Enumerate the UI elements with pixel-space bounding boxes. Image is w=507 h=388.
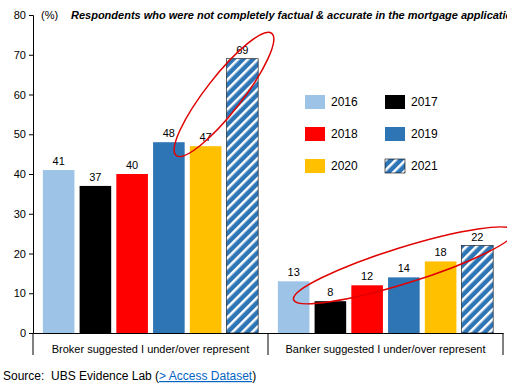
y-tick: 10 (14, 287, 33, 299)
legend-label: 2016 (331, 95, 358, 109)
source-text: ) (252, 369, 256, 383)
legend-item: 2021 (385, 159, 438, 173)
legend: 2016 2017 2018 2019 2020 2021 (305, 95, 438, 173)
legend-swatch (305, 95, 325, 109)
y-tick-mark (29, 134, 33, 135)
legend-item: 2016 (305, 95, 358, 109)
legend-swatch (385, 95, 405, 109)
plot: 4113378401248144718692201020304050607080… (14, 9, 507, 355)
y-tick-label: 80 (14, 9, 26, 21)
source: Source: UBS Evidence Lab (> Access Datas… (3, 369, 256, 383)
y-tick: 40 (14, 168, 33, 180)
y-tick-label: 60 (14, 89, 26, 101)
y-tick-mark (29, 55, 33, 56)
y-tick-label: 10 (14, 287, 26, 299)
y-tick: 70 (14, 49, 33, 61)
bar (190, 146, 222, 333)
data-label: 41 (53, 155, 65, 167)
legend-swatch (305, 159, 325, 173)
bar (153, 142, 185, 333)
legend-label: 2018 (331, 127, 358, 141)
data-label: 18 (434, 246, 446, 258)
y-axis-line (29, 16, 34, 334)
x-tick: Banker suggested I under/over represent (286, 343, 486, 355)
source-text: Source: UBS Evidence Lab ( (3, 369, 159, 383)
y-tick: 60 (14, 89, 33, 101)
group-separator (33, 333, 34, 355)
y-tick-label: 70 (14, 49, 26, 61)
y-axis-title: (%) (41, 9, 58, 21)
y-tick-label: 30 (14, 208, 26, 220)
legend-label: 2019 (411, 127, 438, 141)
data-label: 12 (361, 270, 373, 282)
data-label: 40 (126, 159, 138, 171)
legend-label: 2020 (331, 159, 358, 173)
y-tick-mark (29, 333, 33, 334)
data-label: 37 (89, 171, 101, 183)
data-label: 8 (327, 286, 333, 298)
annotations (162, 22, 507, 317)
data-label: 69 (236, 44, 248, 56)
bars (43, 59, 493, 333)
y-tick-label: 20 (14, 248, 26, 260)
data-labels: 41133784012481447186922 (53, 44, 484, 298)
y-tick-mark (29, 214, 33, 215)
legend-item: 2020 (305, 159, 358, 173)
legend-swatch (385, 127, 405, 141)
legend-item: 2018 (305, 127, 358, 141)
legend-label: 2017 (411, 95, 438, 109)
y-tick-mark (29, 254, 33, 255)
legend-swatch (305, 127, 325, 141)
y-tick-mark (29, 293, 33, 294)
source-link[interactable]: > Access Dataset (159, 369, 253, 383)
y-axis: 0 10 20 30 40 50 60 70 80 (14, 9, 34, 339)
x-tick: Broker suggested I under/over represent (52, 343, 250, 355)
y-tick-label: 0 (20, 327, 26, 339)
chart: 4113378401248144718692201020304050607080… (0, 0, 507, 388)
bar (116, 174, 148, 333)
y-tick: 30 (14, 208, 33, 220)
bar (351, 285, 383, 333)
title: Respondents who were not completely fact… (71, 9, 507, 21)
bar (278, 281, 310, 333)
data-label: 22 (471, 231, 483, 243)
group-separator (503, 333, 504, 355)
y-tick: 80 (14, 9, 33, 21)
bar (315, 301, 347, 333)
legend-swatch (385, 159, 405, 173)
data-label: 14 (398, 262, 410, 274)
y-tick-label: 40 (14, 168, 26, 180)
y-tick-label: 50 (14, 128, 26, 140)
y-tick: 20 (14, 248, 33, 260)
y-tick-mark (29, 174, 33, 175)
legend-item: 2019 (385, 127, 438, 141)
legend-label: 2021 (411, 159, 438, 173)
highlight-ellipse (288, 214, 507, 317)
y-tick: 0 (20, 327, 33, 339)
group-separator (268, 333, 269, 355)
y-tick: 50 (14, 128, 33, 140)
bar (80, 186, 112, 333)
data-label: 13 (288, 266, 300, 278)
bar (43, 170, 75, 333)
y-tick-mark (29, 15, 33, 16)
highlight-ellipse (162, 22, 286, 166)
x-axis: Broker suggested I under/over represent B… (33, 333, 504, 355)
bar (462, 246, 494, 333)
data-label: 48 (163, 127, 175, 139)
y-tick-mark (29, 95, 33, 96)
x-tick-label: Banker suggested I under/over represent (286, 343, 486, 355)
x-tick-label: Broker suggested I under/over represent (52, 343, 250, 355)
legend-item: 2017 (385, 95, 438, 109)
bar (388, 277, 420, 333)
